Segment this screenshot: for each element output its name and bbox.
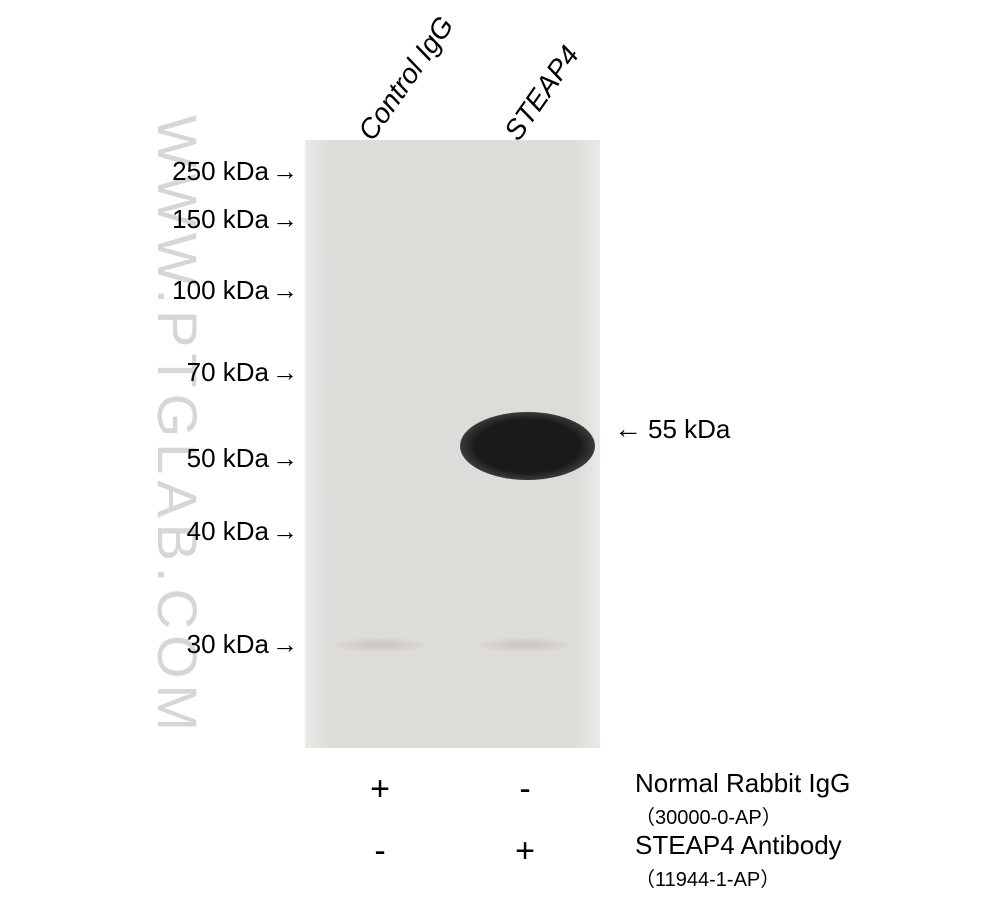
mw-marker: 50 kDa→ xyxy=(187,443,298,474)
condition-sublabel-text: （11944-1-AP） xyxy=(635,863,842,892)
condition-label: STEAP4 Antibody （11944-1-AP） xyxy=(635,830,842,892)
condition-label: Normal Rabbit IgG （30000-0-AP） xyxy=(635,768,850,830)
right-arrow-icon: → xyxy=(272,204,298,235)
right-arrow-icon: → xyxy=(272,443,298,474)
right-arrow-icon: → xyxy=(272,156,298,187)
lane-label-control-igg: Control IgG xyxy=(352,11,460,147)
condition-symbol: - xyxy=(360,832,400,871)
band-size-annotation: ←55 kDa xyxy=(614,413,730,445)
condition-sublabel-text: （30000-0-AP） xyxy=(635,801,850,830)
right-arrow-icon: → xyxy=(272,629,298,660)
condition-symbol: + xyxy=(505,832,545,871)
mw-marker-label: 50 kDa xyxy=(187,443,269,473)
condition-symbol: - xyxy=(505,770,545,809)
left-arrow-icon: ← xyxy=(614,413,642,445)
mw-marker-label: 250 kDa xyxy=(172,156,269,186)
primary-band xyxy=(460,412,595,480)
condition-label-text: STEAP4 Antibody xyxy=(635,830,842,860)
mw-marker-label: 150 kDa xyxy=(172,204,269,234)
mw-marker-label: 70 kDa xyxy=(187,357,269,387)
mw-marker: 100 kDa→ xyxy=(172,275,298,306)
mw-marker-label: 40 kDa xyxy=(187,516,269,546)
mw-marker: 40 kDa→ xyxy=(187,516,298,547)
condition-symbol: + xyxy=(360,770,400,809)
right-arrow-icon: → xyxy=(272,357,298,388)
mw-marker-label: 30 kDa xyxy=(187,629,269,659)
right-arrow-icon: → xyxy=(272,516,298,547)
faint-band-lane1 xyxy=(480,638,570,652)
mw-marker: 150 kDa→ xyxy=(172,204,298,235)
right-arrow-icon: → xyxy=(272,275,298,306)
condition-label-text: Normal Rabbit IgG xyxy=(635,768,850,798)
band-size-label: 55 kDa xyxy=(648,414,730,444)
western-blot-figure: WWW.PTGLAB.COM Control IgG STEAP4 250 kD… xyxy=(0,0,1000,903)
mw-marker: 30 kDa→ xyxy=(187,629,298,660)
faint-band-lane0 xyxy=(335,638,425,652)
mw-marker-label: 100 kDa xyxy=(172,275,269,305)
mw-marker: 70 kDa→ xyxy=(187,357,298,388)
lane-label-steap4: STEAP4 xyxy=(498,40,586,146)
mw-marker: 250 kDa→ xyxy=(172,156,298,187)
